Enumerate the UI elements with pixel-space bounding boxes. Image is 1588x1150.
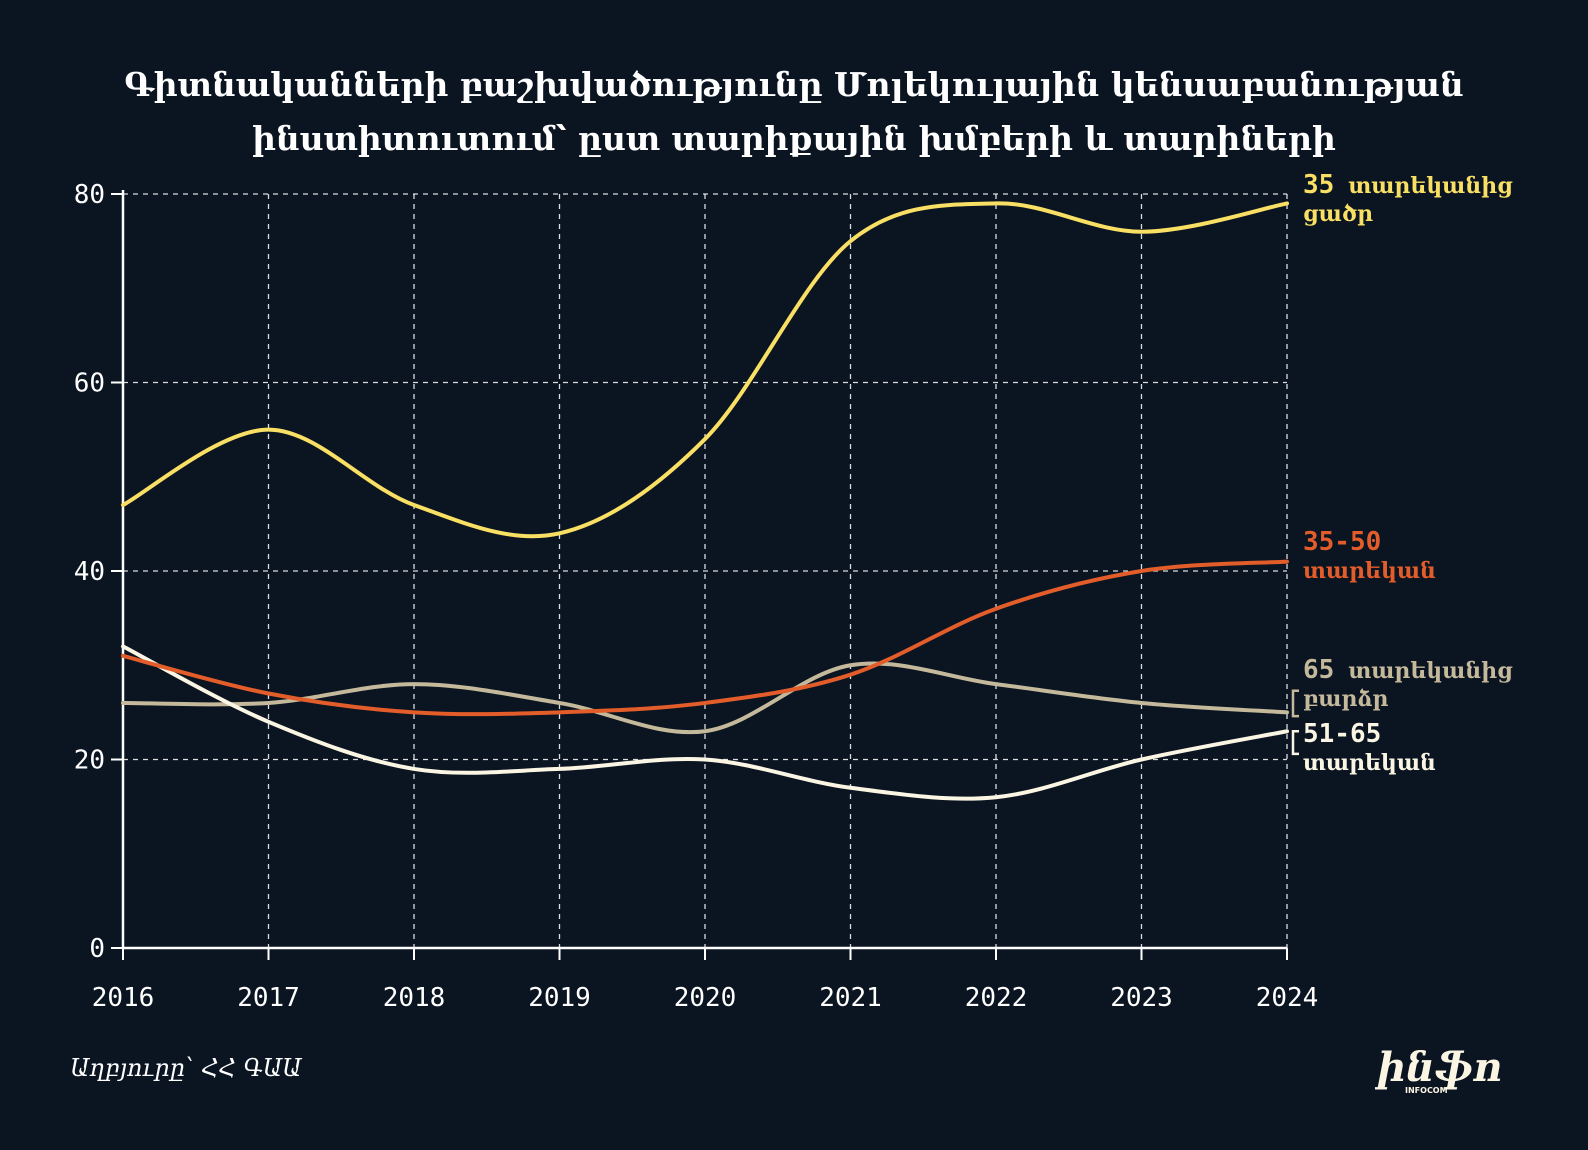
series-label-line-1: 35 տարեկանից	[1303, 170, 1513, 200]
series-line-1	[121, 559, 1289, 717]
series-line-2	[121, 661, 1289, 735]
series-line-0	[121, 201, 1289, 539]
infocom-logo: ինֆո INFOCOM	[1375, 1044, 1502, 1095]
axes: 0 20 40 60 80 2016 2017 2018 2019 2020 2021 2022 202…	[74, 180, 1319, 1013]
y-tick-label: 80	[74, 180, 105, 210]
series-label-number: 65	[1303, 655, 1334, 685]
y-tick-label: 60	[74, 369, 105, 399]
series-lines	[121, 201, 1289, 801]
series-line-3	[121, 644, 1289, 801]
x-tick-label: 2018	[383, 983, 446, 1013]
y-tick-label: 40	[74, 557, 105, 587]
x-tick-label: 2022	[965, 983, 1028, 1013]
bracket-51-65	[1291, 729, 1299, 756]
series-label-number: 35	[1303, 170, 1334, 200]
series-label-line-1: 35-50	[1303, 527, 1381, 557]
series-label-line-1: 65 տարեկանից	[1303, 655, 1513, 685]
x-tick-label: 2016	[92, 983, 155, 1013]
series-label-word: տարեկանից	[1348, 658, 1513, 684]
chart-title-line-1: Գիտնականների բաշխվածությունը Մոլեկուլայի…	[124, 65, 1464, 104]
x-tick-label: 2020	[674, 983, 737, 1013]
series-label-word: տարեկանից	[1348, 173, 1513, 199]
chart-title-line-2: ինստիտուտում՝ ըստ տարիքային խմբերի և տար…	[252, 119, 1336, 158]
x-tick-label: 2019	[528, 983, 591, 1013]
y-tick-label: 20	[74, 746, 105, 776]
logo-text: ինֆո	[1375, 1044, 1502, 1091]
x-tick-label: 2021	[819, 983, 882, 1013]
logo-subtext: INFOCOM	[1405, 1086, 1448, 1095]
source-note: Աղբյուրը՝ ՀՀ ԳԱԱ	[70, 1054, 302, 1082]
x-tick-label: 2024	[1256, 983, 1319, 1013]
series-label-line-2: բարձր	[1303, 686, 1388, 712]
y-tick-label: 0	[89, 934, 105, 964]
chart-title: Գիտնականների բաշխվածությունը Մոլեկուլայի…	[0, 58, 1588, 166]
series-label-line-2: ցածր	[1303, 201, 1373, 227]
series-label-line-2: տարեկան	[1303, 558, 1436, 584]
x-tick-label: 2023	[1110, 983, 1173, 1013]
series-label-line-1: 51-65	[1303, 719, 1381, 749]
grid-lines	[123, 193, 1288, 948]
series-label-line-2: տարեկան	[1303, 750, 1436, 776]
series-label-number: 35-50	[1303, 527, 1381, 557]
x-tick-label: 2017	[237, 983, 300, 1013]
bracket-65-plus	[1291, 689, 1299, 718]
series-label-number: 51-65	[1303, 719, 1381, 749]
